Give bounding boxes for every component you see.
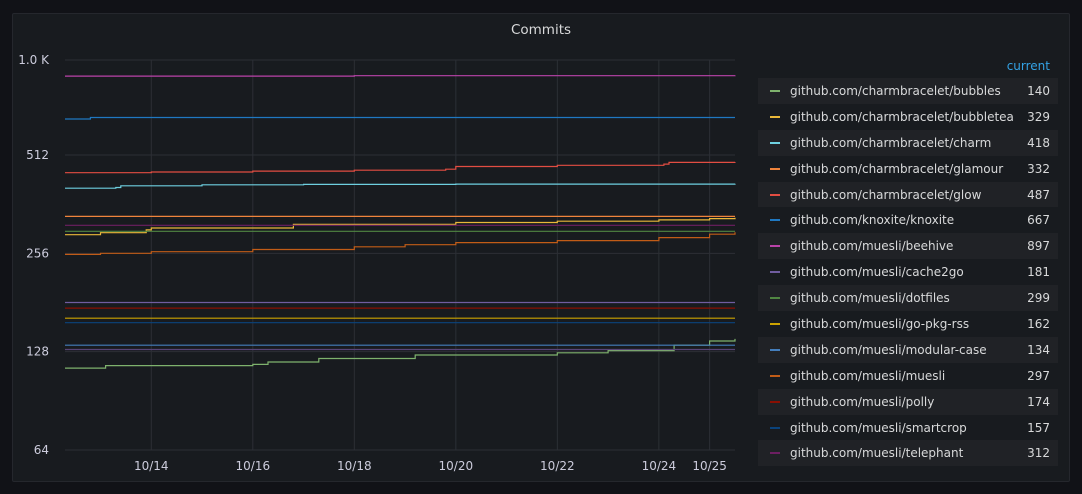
- legend-item[interactable]: github.com/charmbracelet/charm 418: [758, 129, 1058, 156]
- legend-swatch: [770, 452, 780, 455]
- legend-item[interactable]: github.com/muesli/cache2go 181: [758, 259, 1058, 285]
- x-tick-label: 10/16: [236, 459, 271, 473]
- legend-item[interactable]: github.com/muesli/beehive 897: [758, 233, 1058, 260]
- y-tick-label: 1.0 K: [18, 53, 50, 67]
- x-tick-label: 10/18: [337, 459, 372, 473]
- legend-swatch: [770, 115, 780, 118]
- legend-swatch: [770, 167, 780, 170]
- x-tick-label: 10/25: [692, 459, 727, 473]
- legend-current-value: 134: [1027, 342, 1050, 357]
- legend-swatch: [770, 348, 780, 351]
- legend-current-value: 312: [1027, 446, 1050, 461]
- x-tick-label: 10/14: [134, 459, 169, 473]
- legend-item[interactable]: github.com/charmbracelet/bubbles 140: [758, 78, 1058, 104]
- x-tick-label: 10/24: [642, 459, 677, 473]
- legend-swatch: [770, 374, 780, 377]
- legend-swatch: [770, 219, 780, 222]
- legend-item[interactable]: github.com/charmbracelet/bubbletea 329: [758, 104, 1058, 130]
- legend-current-value: 329: [1027, 109, 1050, 124]
- y-tick-label: 512: [26, 148, 49, 162]
- legend-series-name: github.com/muesli/telephant: [790, 446, 964, 461]
- legend-current-value: 157: [1027, 420, 1050, 435]
- legend-swatch: [770, 193, 780, 196]
- legend-current-value: 174: [1027, 394, 1050, 409]
- legend-current-value: 140: [1027, 83, 1050, 98]
- legend-item[interactable]: github.com/charmbracelet/glamour 332: [758, 156, 1058, 182]
- commits-panel: Commits 1.0 K 512 256 128 64 10/14 10/16 10/18 1…: [12, 13, 1070, 482]
- y-tick-label: 64: [34, 443, 49, 457]
- legend-item[interactable]: github.com/muesli/telephant 312: [758, 440, 1058, 467]
- legend-series-name: github.com/muesli/cache2go: [790, 265, 964, 280]
- series-line: [65, 183, 736, 189]
- legend-series-name: github.com/charmbracelet/glamour: [790, 161, 1004, 176]
- legend-series-name: github.com/charmbracelet/glow: [790, 187, 982, 202]
- legend-item[interactable]: github.com/muesli/termenv130: [758, 466, 1058, 472]
- legend-swatch: [770, 400, 780, 403]
- legend-series-name: github.com/muesli/smartcrop: [790, 420, 967, 435]
- legend-swatch: [770, 271, 780, 274]
- legend-swatch: [770, 141, 780, 144]
- legend-current-value: 297: [1027, 368, 1050, 383]
- legend-series-name: github.com/charmbracelet/bubbletea: [790, 109, 1014, 124]
- legend-current-value: 162: [1027, 316, 1050, 331]
- legend-series-name: github.com/charmbracelet/bubbles: [790, 83, 1001, 98]
- legend-swatch: [770, 89, 780, 92]
- series-line: [65, 338, 736, 369]
- series-line: [65, 232, 736, 255]
- legend-current-header[interactable]: current: [1006, 59, 1050, 73]
- legend-item[interactable]: github.com/muesli/go-pkg-rss 162: [758, 311, 1058, 337]
- legend-item[interactable]: github.com/muesli/smartcrop 157: [758, 415, 1058, 441]
- legend: current github.com/charmbracelet/bubbles…: [758, 54, 1058, 472]
- series-line: [65, 217, 736, 236]
- legend-series-name: github.com/muesli/dotfiles: [790, 291, 950, 306]
- legend-series-name: github.com/muesli/polly: [790, 394, 935, 409]
- legend-series-name: github.com/knoxite/knoxite: [790, 213, 955, 228]
- legend-current-value: 181: [1027, 265, 1050, 280]
- legend-series-name: github.com/muesli/modular-case: [790, 342, 987, 357]
- legend-item[interactable]: github.com/muesli/dotfiles 299: [758, 285, 1058, 312]
- legend-swatch: [770, 426, 780, 429]
- legend-item[interactable]: github.com/charmbracelet/glow 487: [758, 181, 1058, 208]
- legend-series-name: github.com/muesli/go-pkg-rss: [790, 316, 970, 331]
- legend-swatch: [770, 322, 780, 325]
- legend-current-value: 897: [1027, 239, 1050, 254]
- legend-series-name: github.com/charmbracelet/charm: [790, 135, 992, 150]
- series-line: [65, 161, 736, 174]
- legend-current-value: 418: [1027, 135, 1050, 150]
- series-line: [65, 75, 736, 77]
- legend-series-name: github.com/muesli/beehive: [790, 239, 954, 254]
- legend-current-value: 667: [1027, 213, 1050, 228]
- commits-line-chart[interactable]: 1.0 K 512 256 128 64 10/14 10/16 10/18 10/20 10/2…: [13, 14, 748, 483]
- legend-swatch: [770, 245, 780, 248]
- y-tick-label: 128: [26, 345, 49, 359]
- legend-item[interactable]: github.com/muesli/polly 174: [758, 388, 1058, 415]
- legend-current-value: 487: [1027, 187, 1050, 202]
- legend-current-value: 332: [1027, 161, 1050, 176]
- y-tick-label: 256: [26, 246, 49, 260]
- x-tick-label: 10/20: [439, 459, 474, 473]
- panel-title[interactable]: Commits: [510, 22, 572, 38]
- legend-series-name: github.com/muesli/muesli: [790, 368, 946, 383]
- x-tick-label: 10/22: [540, 459, 575, 473]
- legend-item[interactable]: github.com/knoxite/knoxite 667: [758, 207, 1058, 233]
- legend-swatch: [770, 297, 780, 300]
- series-line: [65, 116, 735, 120]
- legend-current-value: 299: [1027, 291, 1050, 306]
- legend-item[interactable]: github.com/muesli/modular-case 134: [758, 336, 1058, 363]
- legend-item[interactable]: github.com/muesli/muesli 297: [758, 363, 1058, 389]
